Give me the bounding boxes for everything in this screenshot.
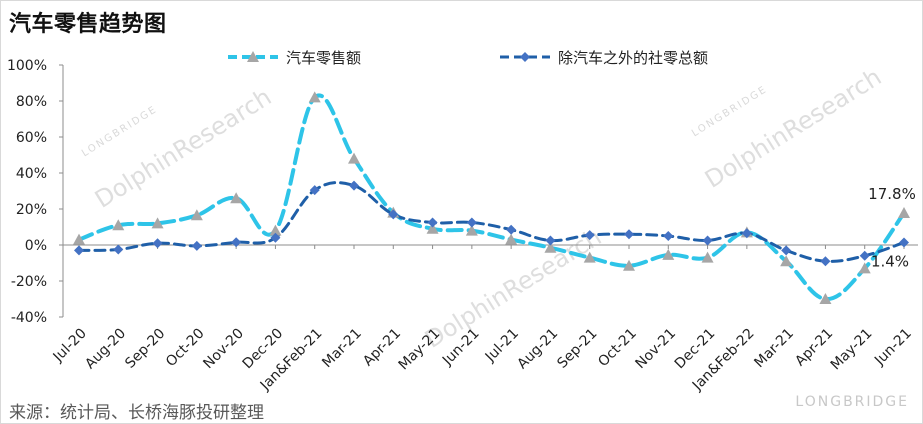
series-line-0 [77, 93, 906, 302]
point-marker-non-auto [781, 245, 792, 256]
data-labels: 17.8% 1.4% [868, 185, 916, 271]
series-markers [73, 91, 910, 304]
point-marker-auto [348, 152, 360, 164]
x-tick-label: Oct-20 [163, 326, 208, 371]
x-tick-label: Aug-21 [514, 326, 561, 373]
point-marker-non-auto [349, 180, 359, 191]
point-marker-non-auto [152, 238, 163, 249]
x-tick-label: May-21 [396, 326, 444, 374]
x-tick-label: Nov-20 [200, 326, 247, 373]
point-marker-non-auto [663, 231, 674, 241]
data-label-1: 1.4% [871, 252, 909, 270]
point-marker-non-auto [231, 237, 242, 248]
legend-marker [247, 51, 259, 62]
point-marker-auto [583, 251, 596, 263]
point-marker-non-auto [899, 237, 909, 248]
point-marker-auto [230, 192, 243, 204]
y-tick-label: 0% [25, 238, 47, 254]
point-marker-non-auto [309, 185, 320, 196]
x-tick-label: Jun-21 [439, 326, 483, 370]
corner-brand: LONGBRIDGE [795, 394, 909, 410]
point-marker-non-auto [584, 230, 595, 241]
point-marker-non-auto [741, 228, 752, 239]
series-line-1 [77, 181, 906, 263]
point-marker-auto [73, 233, 85, 245]
legend-marker [520, 52, 530, 62]
x-tick-label: Mar-21 [319, 326, 365, 372]
y-tick-label: 40% [16, 166, 47, 182]
point-marker-non-auto [388, 209, 399, 220]
x-tick-label: Nov-21 [633, 326, 680, 373]
x-tick-label: Aug-20 [82, 326, 129, 373]
data-label-0: 17.8% [868, 185, 916, 203]
y-tick-label: 80% [16, 94, 47, 110]
point-marker-auto [544, 241, 557, 253]
point-marker-auto [623, 259, 635, 271]
point-marker-auto [426, 222, 439, 234]
point-marker-non-auto [859, 250, 870, 261]
point-marker-non-auto [270, 232, 281, 243]
point-marker-non-auto [113, 244, 124, 255]
point-marker-non-auto [702, 235, 713, 246]
point-marker-non-auto [191, 240, 202, 251]
legend-label-1: 除汽车之外的社零总额 [558, 49, 708, 67]
legend: 汽车零售额 除汽车之外的社零总额 [228, 49, 708, 67]
point-marker-non-auto [74, 245, 84, 256]
point-marker-auto [151, 217, 164, 229]
point-marker-non-auto [466, 217, 477, 228]
point-marker-auto [190, 209, 203, 221]
point-marker-auto [780, 255, 793, 267]
point-marker-auto [701, 251, 714, 263]
point-marker-auto [505, 233, 518, 245]
point-marker-auto [898, 206, 910, 218]
point-marker-auto [308, 91, 321, 103]
y-tick-label: -40% [11, 310, 47, 326]
point-marker-non-auto [624, 229, 634, 240]
point-marker-non-auto [506, 224, 517, 235]
source-note: 来源：统计局、长桥海豚投研整理 [9, 403, 264, 423]
x-tick-label: Oct-21 [595, 326, 640, 371]
y-tick-label: 20% [16, 202, 47, 218]
y-tick-label: 100% [7, 58, 47, 74]
point-marker-auto [465, 224, 478, 236]
x-tick-label: Jun-21 [871, 326, 915, 370]
y-tick-label: -20% [11, 274, 47, 290]
chart-title: 汽车零售趋势图 [9, 12, 167, 37]
point-marker-auto [819, 293, 832, 304]
x-tick-label: Sep-21 [554, 326, 600, 372]
axes: 100%80%60%40%20%0%-20%-40%Jul-20Aug-20Se… [7, 58, 918, 394]
point-marker-non-auto [820, 256, 831, 267]
x-tick-label: Mar-21 [751, 326, 797, 372]
series-lines [77, 93, 906, 302]
point-marker-non-auto [545, 235, 556, 246]
x-tick-label: May-21 [828, 326, 876, 374]
point-marker-auto [112, 219, 125, 231]
point-marker-auto [662, 248, 675, 260]
x-tick-label: Sep-20 [122, 326, 168, 372]
point-marker-auto [269, 224, 282, 236]
y-tick-label: 60% [16, 130, 47, 146]
legend-label-0: 汽车零售额 [286, 49, 361, 67]
point-marker-auto [858, 262, 871, 274]
point-marker-non-auto [427, 217, 438, 228]
